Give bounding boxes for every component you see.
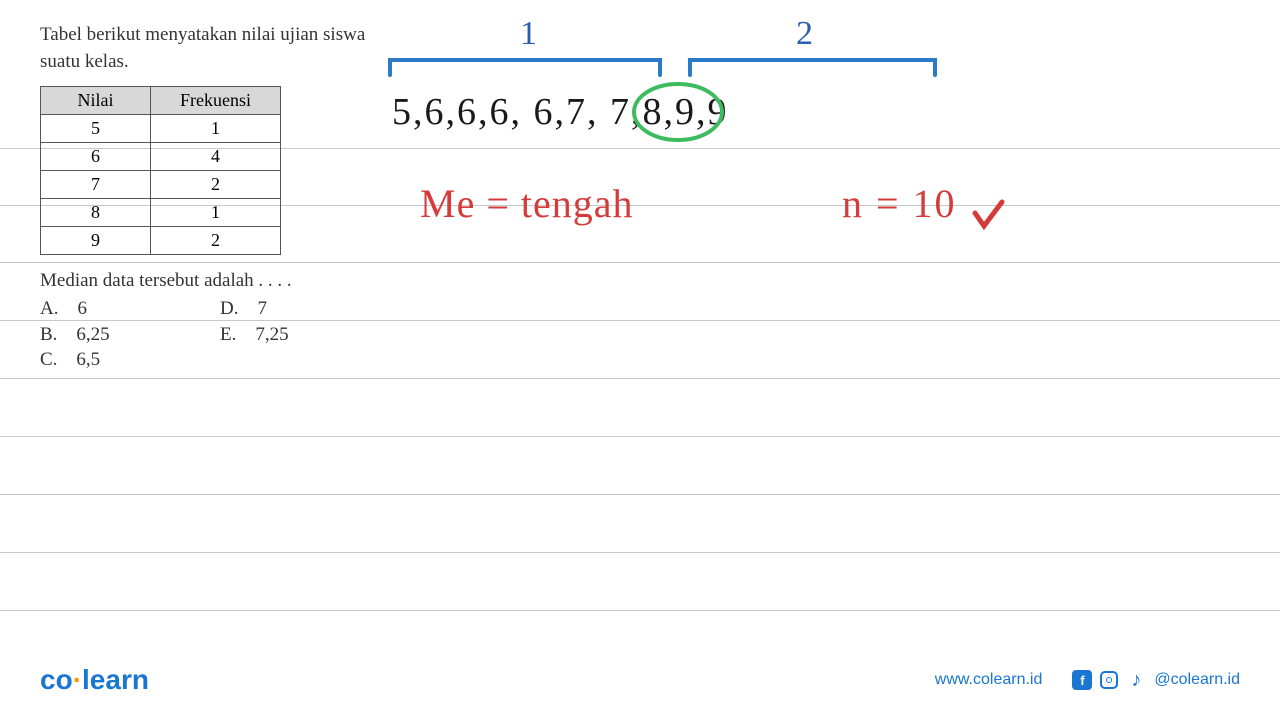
facebook-icon: f	[1072, 670, 1092, 690]
problem-intro: Tabel berikut menyatakan nilai ujian sis…	[40, 22, 410, 75]
answer-d: D. 7	[220, 296, 289, 322]
answer-choices-col1: A. 6 B. 6,25 C. 6,5	[40, 296, 110, 373]
social-icons: f ♪ @colearn.id	[1072, 670, 1240, 690]
table-row: 72	[41, 171, 281, 199]
tiktok-icon: ♪	[1126, 670, 1146, 690]
circle-annotation	[628, 78, 738, 148]
table-row: 92	[41, 227, 281, 255]
footer-right: www.colearn.id f ♪ @colearn.id	[935, 670, 1240, 690]
footer: co·learn www.colearn.id f ♪ @colearn.id	[0, 664, 1280, 696]
answer-choices-col2: D. 7 E. 7,25	[220, 296, 289, 347]
colearn-logo: co·learn	[40, 664, 149, 696]
bracket-label-1: 1	[520, 15, 537, 53]
table-row: 51	[41, 115, 281, 143]
table-header-nilai: Nilai	[41, 87, 151, 115]
footer-url: www.colearn.id	[935, 671, 1043, 689]
question-text: Median data tersebut adalah . . . .	[40, 270, 292, 292]
n-note: n = 10	[842, 180, 957, 227]
instagram-icon	[1100, 671, 1118, 689]
answer-c: C. 6,5	[40, 347, 110, 373]
answer-e: E. 7,25	[220, 322, 289, 348]
table-row: 81	[41, 199, 281, 227]
table-row: 64	[41, 143, 281, 171]
social-handle: @colearn.id	[1154, 671, 1240, 689]
bracket-label-2: 2	[796, 15, 813, 53]
answer-b: B. 6,25	[40, 322, 110, 348]
answer-a: A. 6	[40, 296, 110, 322]
table-header-frekuensi: Frekuensi	[151, 87, 281, 115]
frequency-table: Nilai Frekuensi 51 64 72 81 92	[40, 86, 281, 255]
median-note: Me = tengah	[420, 180, 634, 227]
checkmark-icon	[970, 198, 1010, 238]
